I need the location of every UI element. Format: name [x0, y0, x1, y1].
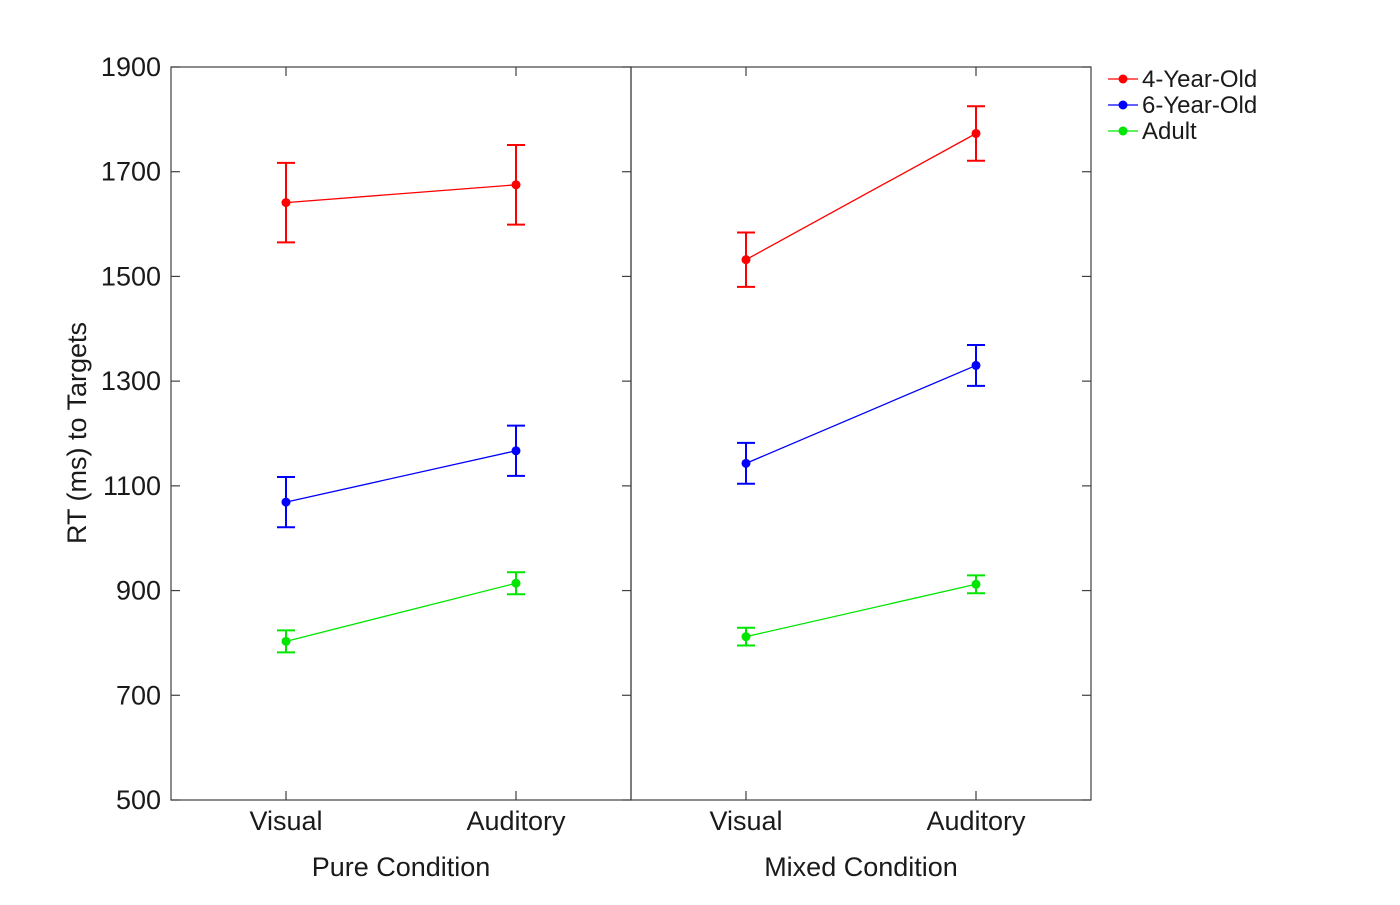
y-tick-label: 1300: [101, 366, 161, 396]
series-line: [745, 132, 977, 261]
data-point: [511, 180, 521, 190]
data-point: [741, 255, 751, 265]
y-tick-label: 700: [116, 680, 161, 710]
data-point: [971, 128, 981, 138]
series-line: [745, 583, 977, 638]
legend-label: 4-Year-Old: [1142, 66, 1257, 93]
legend-label: 6-Year-Old: [1142, 92, 1257, 119]
data-point: [741, 458, 751, 468]
data-point: [971, 579, 981, 589]
data-point: [971, 360, 981, 370]
x-tick-label: Visual: [249, 806, 322, 836]
legend-marker: [1118, 126, 1128, 136]
series-line: [285, 184, 517, 204]
legend-marker: [1118, 100, 1128, 110]
y-tick-label: 1500: [101, 261, 161, 291]
y-tick-label: 1700: [101, 157, 161, 187]
y-tick-label: 1100: [103, 471, 161, 501]
y-tick-label: 900: [116, 576, 161, 606]
data-point: [511, 578, 521, 588]
legend-label: Adult: [1142, 118, 1197, 145]
series-line: [285, 450, 517, 503]
series-line: [745, 364, 977, 464]
panel-frame-2: [630, 66, 1092, 801]
x-axis-title: Mixed Condition: [764, 852, 958, 882]
x-tick-label: Visual: [709, 806, 782, 836]
x-tick-label: Auditory: [926, 806, 1026, 836]
series-line: [285, 582, 517, 642]
data-point: [281, 198, 291, 208]
panel-frame-1: [170, 66, 632, 801]
y-tick-label: 1900: [101, 52, 161, 82]
legend-marker: [1118, 74, 1128, 84]
y-axis-title: RT (ms) to Targets: [62, 322, 92, 544]
data-point: [281, 636, 291, 646]
data-point: [741, 632, 751, 642]
x-tick-label: Auditory: [466, 806, 566, 836]
y-tick-label: 500: [116, 785, 161, 815]
data-point: [281, 497, 291, 507]
data-point: [511, 446, 521, 456]
x-axis-title: Pure Condition: [312, 852, 491, 882]
